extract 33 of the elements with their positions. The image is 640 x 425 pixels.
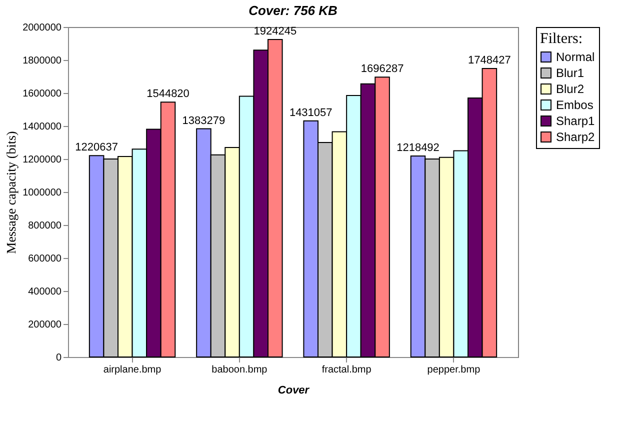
y-tick-label: 1800000 bbox=[22, 56, 62, 66]
x-tick-label: baboon.bmp bbox=[212, 364, 268, 376]
data-label: 1220637 bbox=[75, 142, 118, 154]
legend-label: Sharp1 bbox=[556, 114, 596, 128]
y-tick-label: 1200000 bbox=[22, 154, 62, 166]
legend-title: Filters: bbox=[540, 31, 583, 47]
x-tick-label: fractal.bmp bbox=[322, 364, 372, 376]
x-tick-label: airplane.bmp bbox=[103, 364, 162, 376]
y-tick-label: 1000000 bbox=[22, 188, 62, 198]
y-tick-label: 200000 bbox=[28, 320, 62, 330]
legend-label: Blur2 bbox=[556, 82, 584, 96]
data-label: 1544820 bbox=[146, 88, 190, 100]
data-label: 1696287 bbox=[360, 63, 404, 76]
legend-label: Normal bbox=[556, 50, 595, 64]
y-axis-title: Message capacity (bits) bbox=[4, 131, 19, 254]
data-label: 1431057 bbox=[289, 106, 332, 119]
legend-label: Blur1 bbox=[556, 66, 584, 80]
data-label: 1218492 bbox=[396, 142, 440, 154]
y-tick-label: 2000000 bbox=[22, 22, 62, 34]
y-tick-label: 400000 bbox=[28, 286, 62, 298]
x-tick-label: pepper.bmp bbox=[427, 364, 481, 376]
chart-title: Cover: 756 KB bbox=[248, 3, 338, 18]
x-axis-title: Cover bbox=[278, 384, 310, 396]
data-label: 1924245 bbox=[254, 26, 297, 38]
y-tick-label: 1400000 bbox=[22, 122, 62, 132]
data-label: 1383279 bbox=[182, 114, 226, 127]
y-tick-label: 0 bbox=[56, 352, 62, 364]
y-tick-label: 800000 bbox=[28, 220, 62, 232]
y-tick-label: 600000 bbox=[28, 254, 62, 264]
legend-label: Sharp2 bbox=[556, 130, 596, 144]
y-tick-label: 1600000 bbox=[22, 88, 62, 100]
data-label: 1748427 bbox=[468, 54, 511, 67]
legend-label: Embos bbox=[556, 98, 594, 112]
